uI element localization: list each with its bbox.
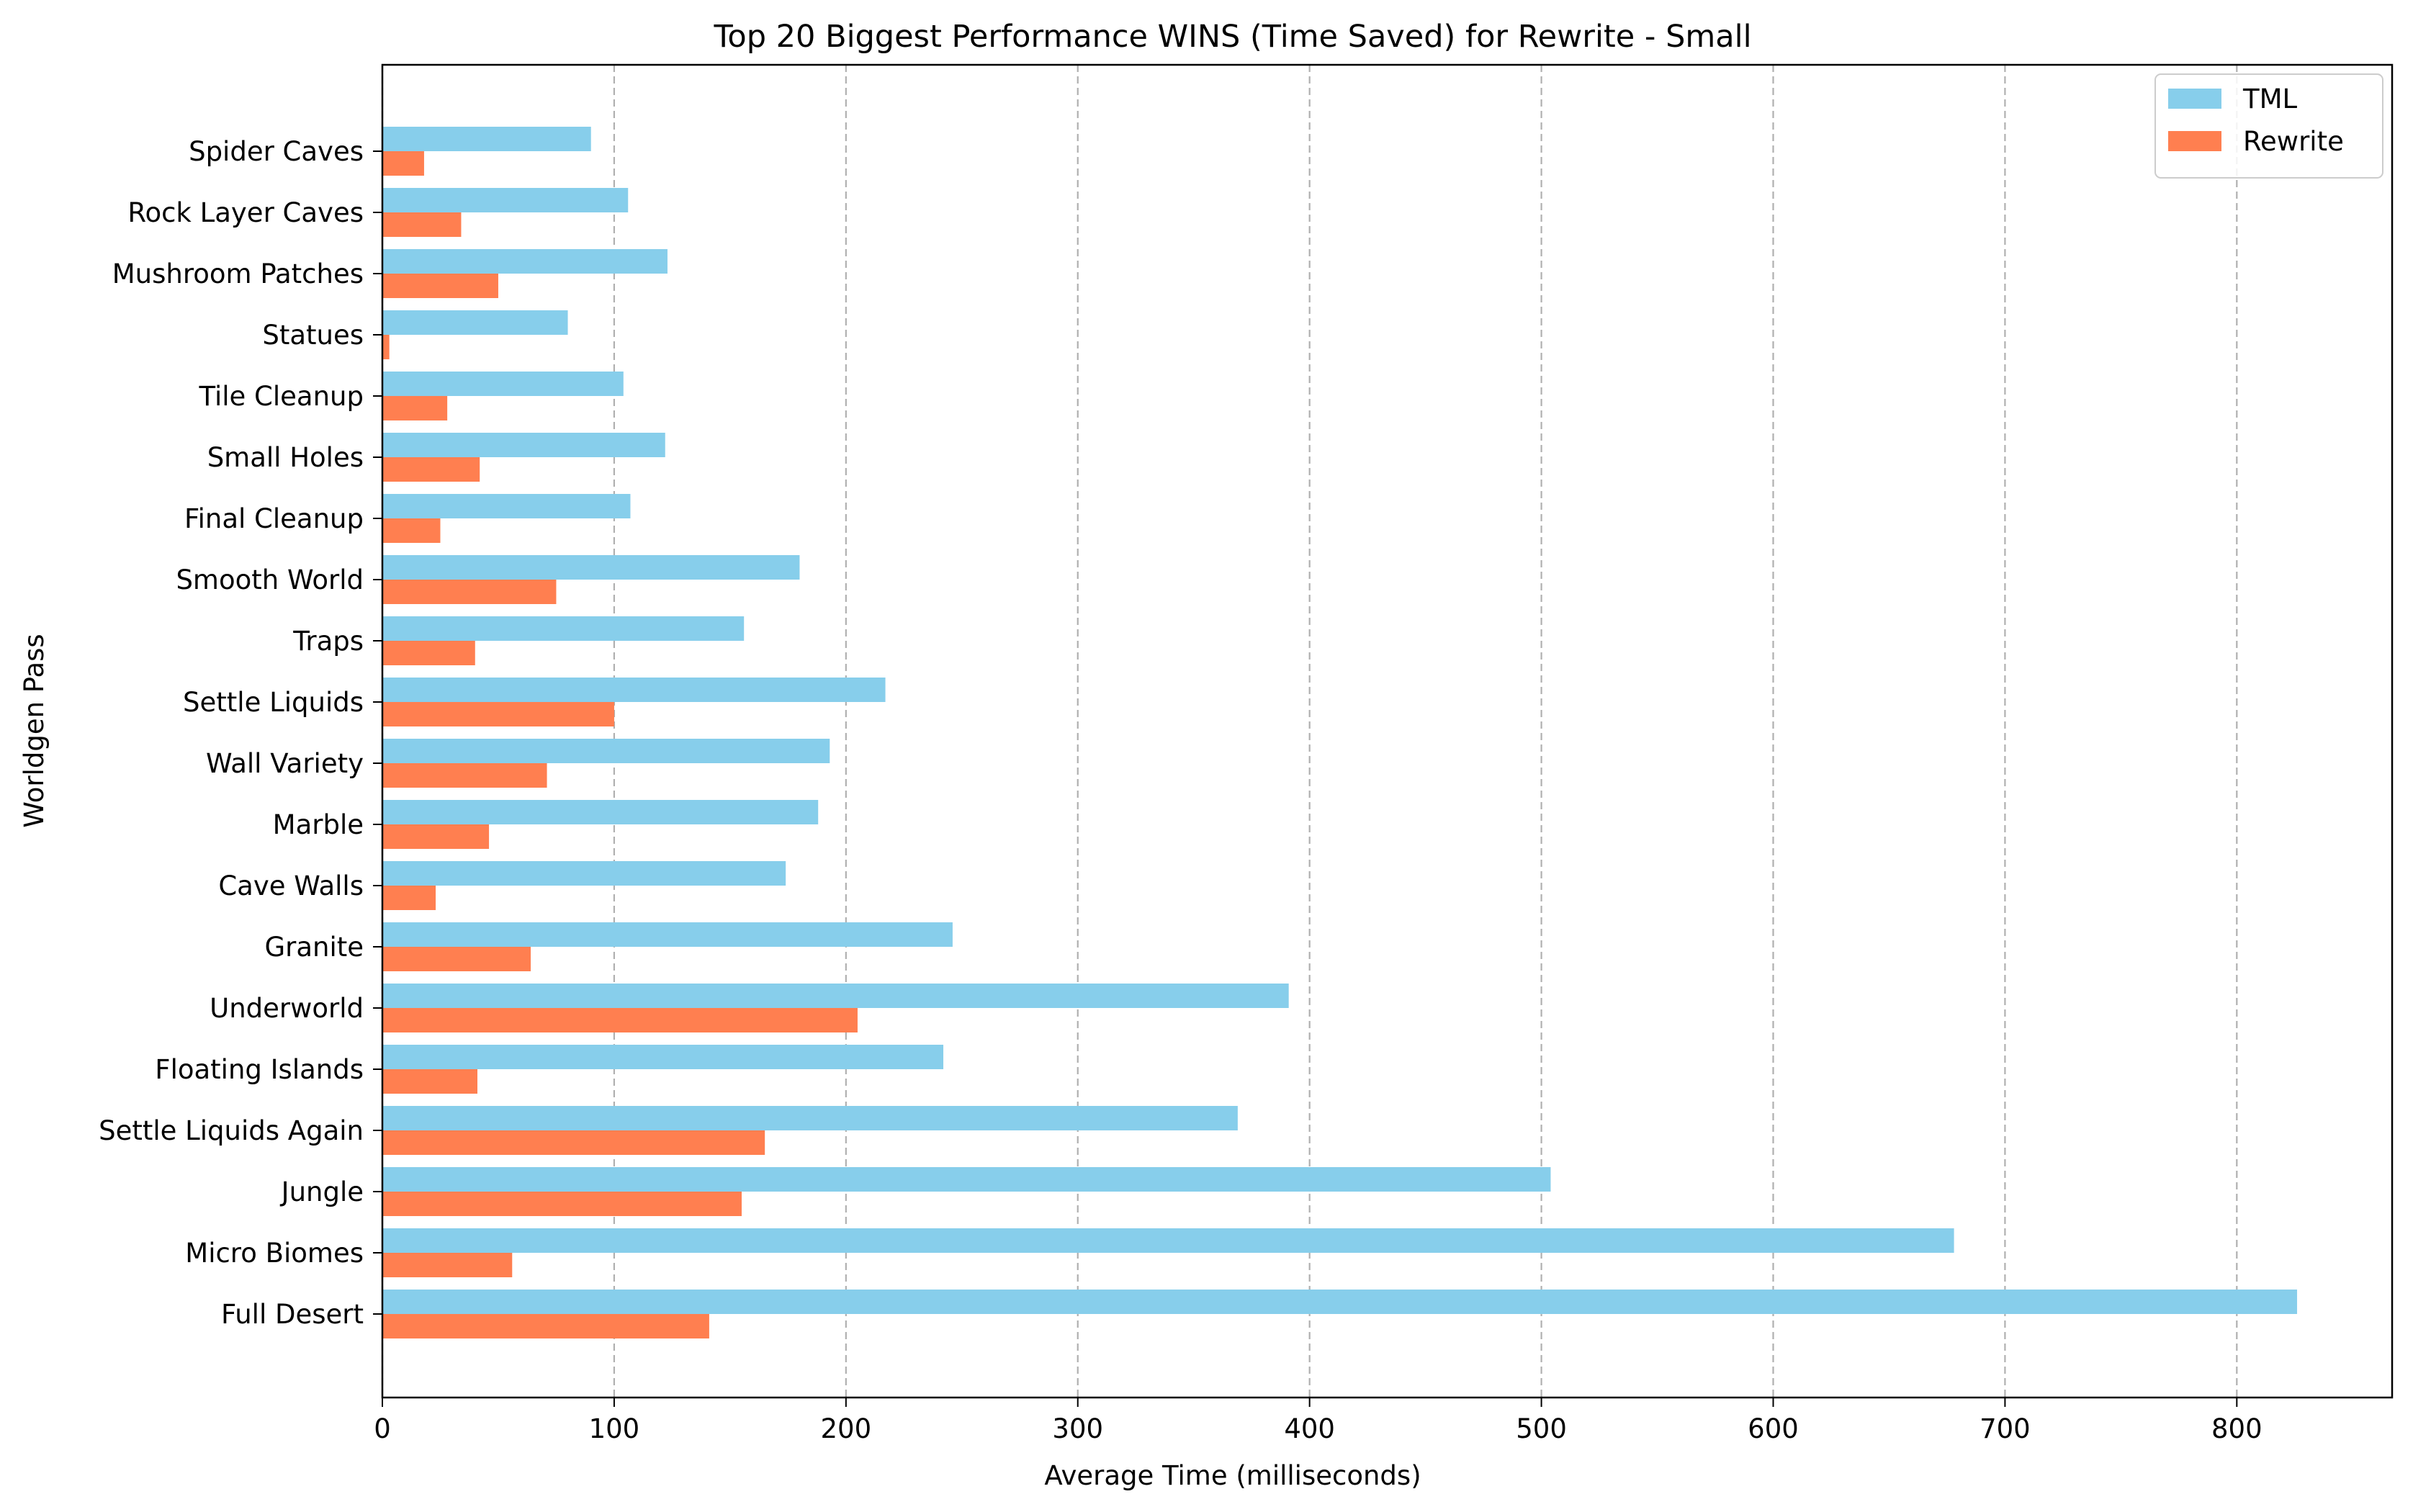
x-tick-label-2: 200 <box>821 1413 872 1444</box>
x-tick-label-6: 600 <box>1748 1413 1799 1444</box>
bar-rewrite-3 <box>382 1130 765 1155</box>
bar-rewrite-15 <box>382 396 448 420</box>
bar-tml-3 <box>382 1106 1238 1130</box>
y-tick-label-10: Settle Liquids <box>183 687 364 718</box>
bar-rewrite-4 <box>382 1069 477 1094</box>
bar-tml-9 <box>382 739 830 763</box>
bar-rewrite-17 <box>382 274 498 298</box>
bar-tml-13 <box>382 494 631 518</box>
y-tick-label-16: Statues <box>262 320 364 351</box>
bar-tml-17 <box>382 249 668 274</box>
y-axis-ticks: Full Desert Micro Biomes Jungle Settle Liqu… <box>99 136 382 1330</box>
y-tick-label-13: Final Cleanup <box>184 503 364 534</box>
x-tick-label-4: 400 <box>1284 1413 1335 1444</box>
bar-tml-19 <box>382 127 591 151</box>
y-tick-label-18: Rock Layer Caves <box>127 197 364 228</box>
bar-tml-18 <box>382 188 629 212</box>
y-tick-label-14: Small Holes <box>207 442 364 473</box>
y-tick-label-7: Cave Walls <box>218 870 364 901</box>
x-tick-label-3: 300 <box>1052 1413 1103 1444</box>
legend-swatch-tml <box>2168 89 2221 109</box>
y-tick-label-11: Traps <box>292 626 364 657</box>
bar-tml-16 <box>382 310 568 335</box>
y-tick-label-0: Full Desert <box>221 1299 364 1330</box>
bars <box>382 127 2298 1338</box>
y-tick-label-8: Marble <box>273 809 364 840</box>
y-tick-label-12: Smooth World <box>176 564 364 595</box>
bar-rewrite-16 <box>382 335 390 359</box>
plot-frame <box>381 63 2394 1399</box>
bar-tml-14 <box>382 433 665 457</box>
bar-tml-1 <box>382 1228 1954 1253</box>
y-tick-label-3: Settle Liquids Again <box>99 1115 364 1146</box>
y-tick-label-15: Tile Cleanup <box>199 381 364 412</box>
x-tick-label-0: 0 <box>374 1413 391 1444</box>
bar-rewrite-2 <box>382 1192 742 1216</box>
bar-tml-6 <box>382 922 953 947</box>
y-tick-label-9: Wall Variety <box>206 748 364 779</box>
bar-rewrite-14 <box>382 457 480 482</box>
bar-rewrite-18 <box>382 212 462 237</box>
bar-rewrite-8 <box>382 824 490 849</box>
bar-rewrite-5 <box>382 1008 858 1032</box>
y-tick-label-5: Underworld <box>210 993 364 1024</box>
bar-rewrite-10 <box>382 702 614 726</box>
chart-title: Top 20 Biggest Performance WINS (Time Sa… <box>713 19 1751 55</box>
x-tick-label-8: 800 <box>2211 1413 2263 1444</box>
bar-rewrite-6 <box>382 947 531 971</box>
x-axis-label: Average Time (milliseconds) <box>1044 1460 1421 1491</box>
bar-rewrite-13 <box>382 518 441 543</box>
legend: TML Rewrite <box>2154 73 2383 179</box>
bar-tml-10 <box>382 678 886 702</box>
legend-label-tml: TML <box>2242 84 2298 114</box>
bar-tml-8 <box>382 800 819 824</box>
y-tick-label-19: Spider Caves <box>189 136 364 167</box>
bar-tml-0 <box>382 1290 2298 1314</box>
bar-rewrite-0 <box>382 1314 709 1338</box>
bar-rewrite-19 <box>382 151 424 176</box>
bar-tml-4 <box>382 1045 944 1069</box>
legend-swatch-rewrite <box>2168 131 2221 151</box>
x-tick-label-7: 700 <box>1980 1413 2031 1444</box>
bar-tml-15 <box>382 372 624 396</box>
bar-tml-2 <box>382 1167 1551 1192</box>
x-tick-label-5: 500 <box>1516 1413 1567 1444</box>
bar-tml-5 <box>382 984 1289 1008</box>
x-tick-label-1: 100 <box>589 1413 640 1444</box>
bar-tml-12 <box>382 555 800 580</box>
y-tick-label-4: Floating Islands <box>155 1054 364 1085</box>
bar-rewrite-11 <box>382 641 475 665</box>
y-axis-label: Worldgen Pass <box>19 634 50 827</box>
bar-tml-7 <box>382 861 786 886</box>
y-tick-label-6: Granite <box>264 932 364 963</box>
bar-rewrite-12 <box>382 580 557 604</box>
y-tick-label-1: Micro Biomes <box>185 1238 364 1269</box>
y-tick-label-2: Jungle <box>280 1176 364 1207</box>
bar-rewrite-7 <box>382 886 436 910</box>
x-axis-ticks: 0 100 200 300 400 500 600 700 800 <box>374 1398 2263 1444</box>
bar-rewrite-9 <box>382 763 547 788</box>
legend-label-rewrite: Rewrite <box>2243 126 2344 157</box>
bar-rewrite-1 <box>382 1253 513 1277</box>
bar-tml-11 <box>382 616 745 641</box>
y-tick-label-17: Mushroom Patches <box>112 258 364 289</box>
